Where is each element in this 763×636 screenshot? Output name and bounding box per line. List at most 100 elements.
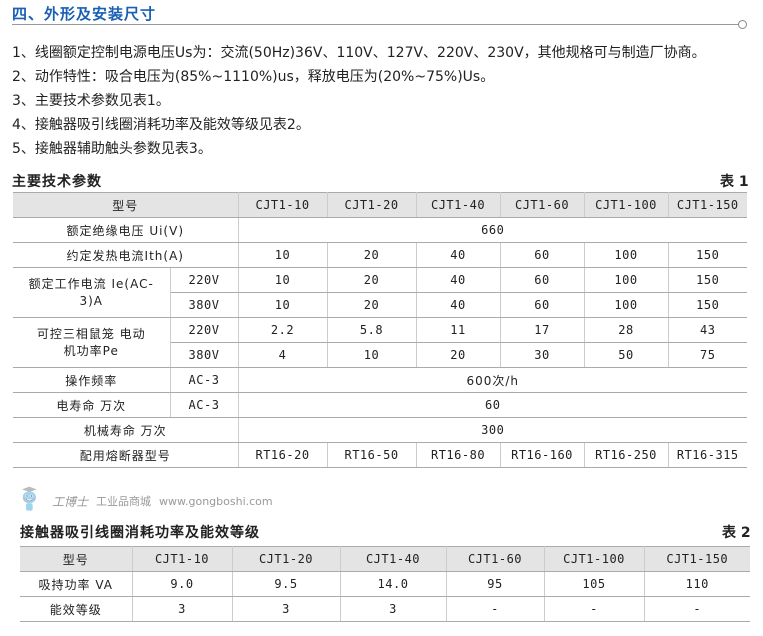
table-row: 配用熔断器型号 RT16-20 RT16-50 RT16-80 RT16-160…	[13, 442, 748, 468]
row-label: 电寿命 万次	[13, 392, 171, 418]
divider-end-circle-icon	[738, 20, 747, 29]
value-cell: 40	[415, 267, 501, 293]
value-cell: 95	[445, 571, 545, 597]
value-cell: 20	[415, 342, 501, 368]
model-cell: CJT1-20	[231, 546, 341, 572]
coil-power-table: 型号 CJT1-10 CJT1-20 CJT1-40 CJT1-60 CJT1-…	[20, 546, 750, 622]
table2-title: 接触器吸引线圈消耗功率及能效等级	[20, 525, 260, 541]
model-cell: CJT1-60	[499, 192, 585, 218]
value-cell: 60	[499, 267, 585, 293]
row-label: 配用熔断器型号	[13, 442, 239, 468]
value-cell: RT16-50	[326, 442, 417, 468]
section-divider	[12, 24, 739, 25]
sub-cell: AC-3	[169, 367, 239, 393]
table-row: 额定绝缘电压 Ui(V) 660	[13, 217, 748, 243]
table-row: 能效等级 3 3 3 - - -	[20, 596, 750, 622]
table-row: 可控三相鼠笼 电动机功率Pe 220V 2.2 5.8 11 17 28 43	[13, 317, 748, 368]
value-cell: 28	[583, 317, 669, 343]
voltage-cell: 220V	[169, 317, 239, 343]
value-cell: 600次/h	[237, 367, 748, 393]
model-cell: CJT1-40	[415, 192, 501, 218]
value-cell: 40	[415, 242, 501, 268]
value-cell: 20	[326, 292, 417, 318]
value-cell: RT16-80	[415, 442, 501, 468]
model-cell: CJT1-100	[543, 546, 645, 572]
voltage-cell: 380V	[170, 292, 239, 318]
value-cell: 150	[667, 292, 748, 318]
value-cell: 300	[237, 417, 748, 443]
table-row: 操作频率 AC-3 600次/h	[13, 367, 748, 393]
table-header-row: 型号 CJT1-10 CJT1-20 CJT1-40 CJT1-60 CJT1-…	[20, 546, 750, 572]
value-cell: 75	[667, 342, 748, 368]
model-cell: CJT1-100	[583, 192, 669, 218]
row-label: 约定发热电流Ith(A)	[13, 242, 239, 268]
model-cell: CJT1-20	[326, 192, 417, 218]
value-cell: 50	[583, 342, 669, 368]
value-cell: 43	[667, 317, 748, 343]
value-cell: 2.2	[237, 317, 328, 343]
value-cell: 100	[583, 267, 669, 293]
voltage-cell: 220V	[169, 267, 239, 293]
table-row: 额定工作电流 Ie(AC-3)A 220V 10 20 40 60 100 15…	[13, 267, 748, 318]
value-cell: 100	[583, 242, 669, 268]
table-header-row: 型号 CJT1-10 CJT1-20 CJT1-40 CJT1-60 CJT1-…	[13, 192, 748, 218]
table1-number: 表 1	[720, 174, 749, 190]
value-cell: 17	[499, 317, 585, 343]
section-title: 四、外形及安装尺寸	[12, 5, 157, 23]
value-cell: RT16-250	[583, 442, 669, 468]
value-cell: 3	[231, 596, 341, 622]
value-cell: 150	[667, 242, 748, 268]
model-header: 型号	[13, 192, 239, 218]
voltage-cell: 380V	[170, 342, 239, 368]
value-cell: 10	[237, 292, 328, 318]
watermark-url: www.gongboshi.com	[159, 494, 273, 508]
note-2: 2、动作特性：吸合电压为(85%~1110%)us，释放电压为(20%~75%)…	[12, 69, 495, 85]
value-cell: 60	[237, 392, 748, 418]
value-cell: 11	[415, 317, 501, 343]
value-cell: 60	[499, 242, 585, 268]
value-cell: 60	[499, 292, 585, 318]
value-cell: 660	[237, 217, 748, 243]
table-row: 约定发热电流Ith(A) 10 20 40 60 100 150	[13, 242, 748, 268]
model-cell: CJT1-40	[339, 546, 447, 572]
value-cell: -	[643, 596, 750, 622]
value-cell: 10	[237, 267, 328, 293]
value-cell: 40	[415, 292, 501, 318]
value-cell: 3	[131, 596, 233, 622]
value-cell: 10	[237, 242, 328, 268]
table1-title: 主要技术参数	[12, 174, 102, 190]
value-cell: 10	[326, 342, 417, 368]
model-cell: CJT1-10	[131, 546, 233, 572]
value-cell: 9.5	[231, 571, 341, 597]
table-row: 吸持功率 VA 9.0 9.5 14.0 95 105 110	[20, 571, 750, 597]
model-cell: CJT1-60	[445, 546, 545, 572]
value-cell: 4	[237, 342, 328, 368]
row-label: 吸持功率 VA	[20, 571, 133, 597]
value-cell: -	[445, 596, 545, 622]
table-row: 电寿命 万次 AC-3 60	[13, 392, 748, 418]
value-cell: RT16-315	[667, 442, 748, 468]
value-cell: 30	[499, 342, 585, 368]
watermark-brand: 工博士	[52, 494, 89, 509]
value-cell: 20	[326, 267, 417, 293]
value-cell: 3	[339, 596, 447, 622]
row-label: 可控三相鼠笼 电动机功率Pe	[13, 317, 171, 368]
model-header: 型号	[20, 546, 133, 572]
value-cell: 105	[543, 571, 645, 597]
sub-cell: AC-3	[169, 392, 239, 418]
model-cell: CJT1-10	[237, 192, 328, 218]
watermark-logo: 工博士 工业品商城 www.gongboshi.com	[18, 486, 273, 516]
row-label: 能效等级	[20, 596, 133, 622]
note-3: 3、主要技术参数见表1。	[12, 93, 170, 109]
mascot-icon	[22, 486, 37, 511]
table-row: 380V 4 10 20 30 50 75	[13, 342, 748, 368]
table-row: 机械寿命 万次 300	[13, 417, 748, 443]
value-cell: 20	[326, 242, 417, 268]
watermark-tagline: 工业品商城	[96, 495, 152, 508]
model-cell: CJT1-150	[667, 192, 748, 218]
model-cell: CJT1-150	[643, 546, 750, 572]
value-cell: RT16-160	[499, 442, 585, 468]
note-4: 4、接触器吸引线圈消耗功率及能效等级见表2。	[12, 117, 310, 133]
value-cell: 100	[583, 292, 669, 318]
value-cell: 110	[643, 571, 750, 597]
